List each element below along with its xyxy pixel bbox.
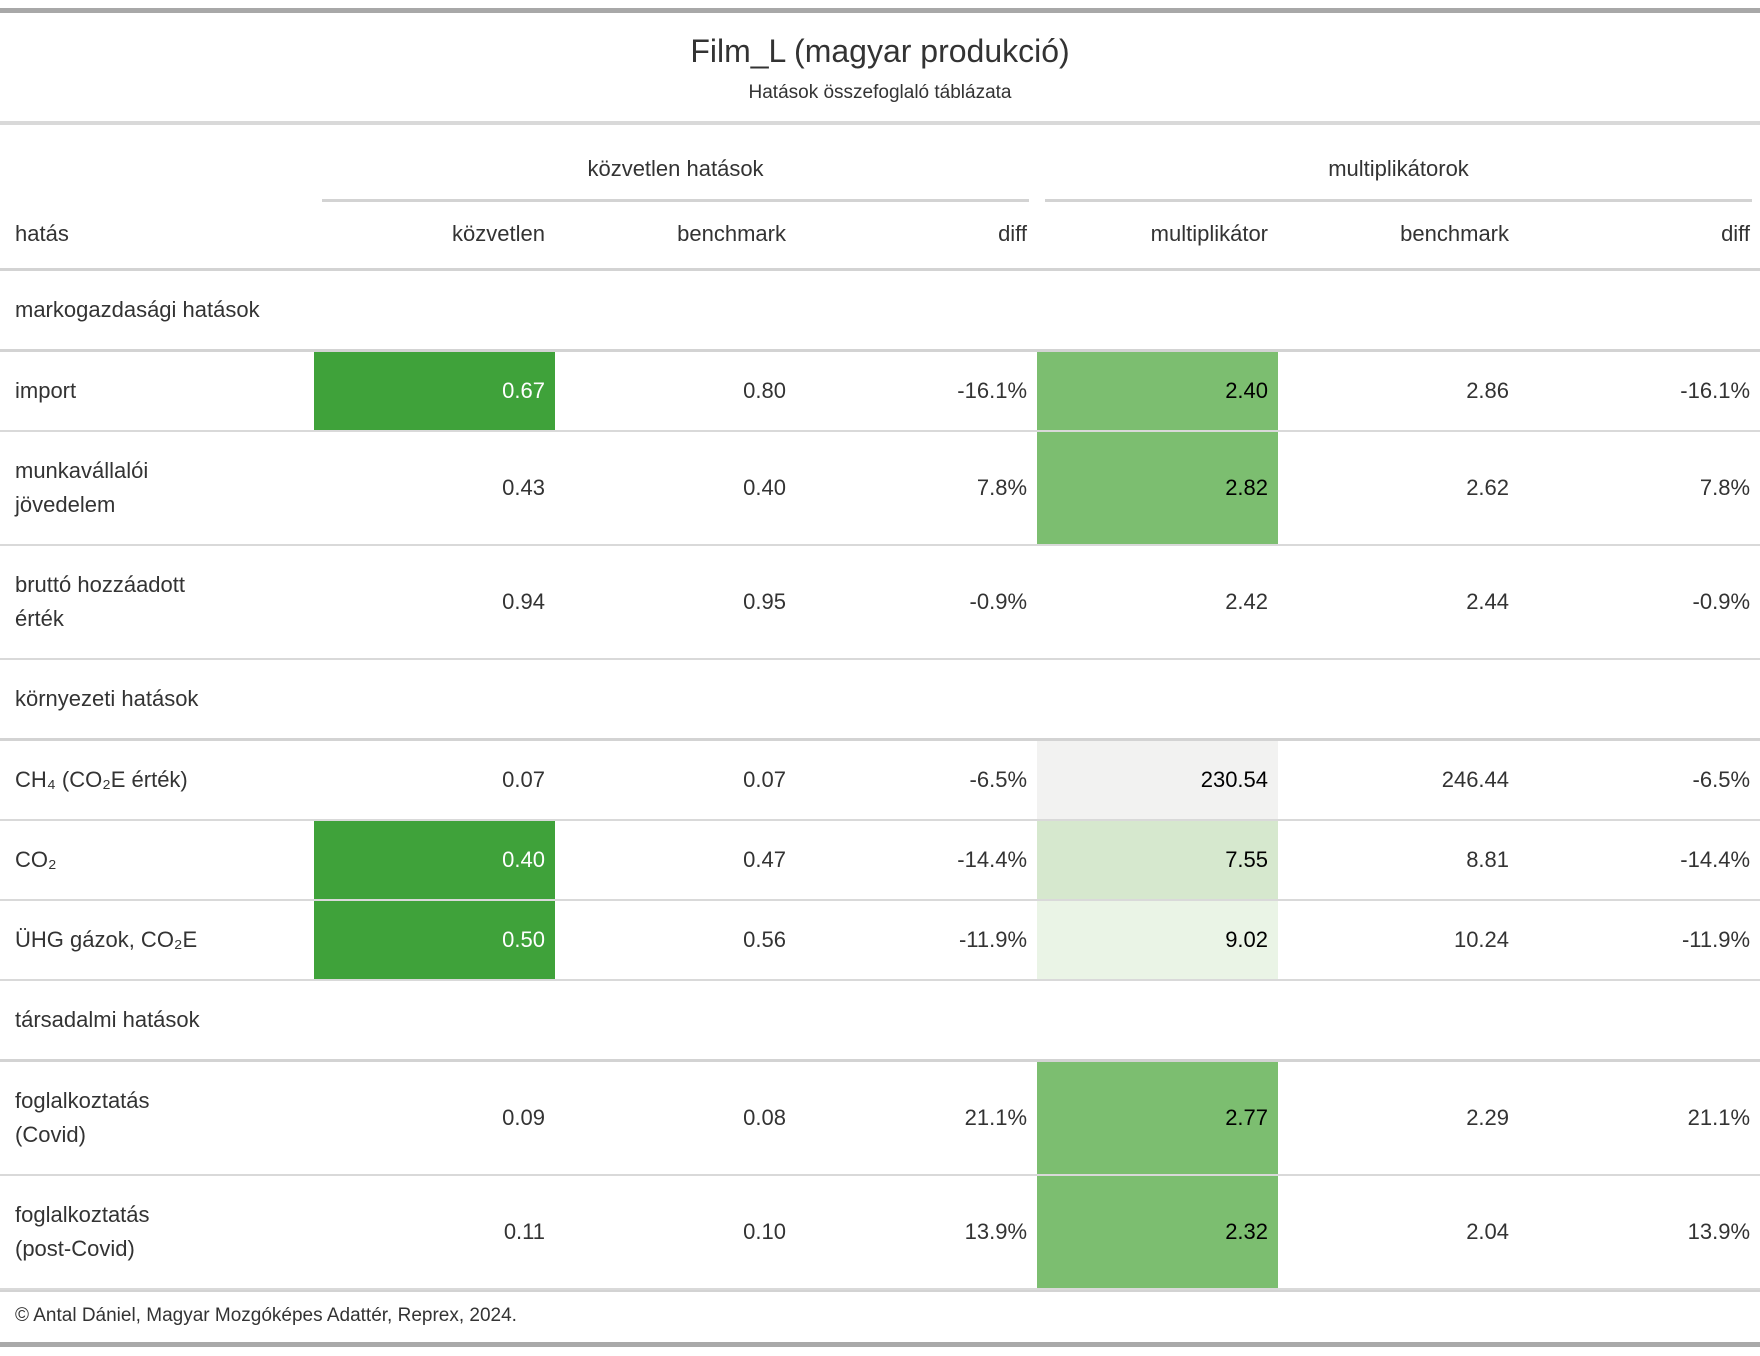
table-row: ÜHG gázok, CO₂E 0.50 0.56 -11.9% 9.02 10.24 -1… [0,900,1760,981]
value-cell-multiplikator: 2.77 [1037,1060,1279,1176]
value-cell-multiplikator: 2.82 [1037,431,1279,546]
value-cell-benchmark-multiplier: 10.24 [1278,900,1520,981]
row-group-label: társadalmi hatások [0,980,1760,1062]
table-title: Film_L (magyar produkció) [690,33,1070,69]
column-header-diff-multiplier: diff [1519,202,1760,271]
data-table: közvetlen hatások multiplikátorok hatás … [0,125,1760,1290]
value-cell-multiplikator: 9.02 [1037,900,1279,981]
row-label: ÜHG gázok, CO₂E [0,900,314,981]
column-header-benchmark-direct: benchmark [555,202,796,271]
row-label: import [0,350,314,432]
value-cell-diff-multiplier: -14.4% [1519,820,1760,901]
value-cell-diff-direct: 7.8% [796,431,1038,546]
value-cell-benchmark-multiplier: 8.81 [1278,820,1520,901]
value-cell-kozvetlen: 0.07 [314,739,555,821]
value-cell-benchmark-multiplier: 2.86 [1278,350,1520,432]
value-cell-diff-direct: -14.4% [796,820,1038,901]
spanner-direct-impacts-label: közvetlen hatások [587,156,764,181]
value-cell-multiplikator: 2.32 [1037,1175,1279,1290]
row-group-label: markogazdasági hatások [0,269,1760,352]
row-label: foglalkoztatás (post-Covid) [0,1175,314,1290]
source-note: © Antal Dániel, Magyar Mozgóképes Adatté… [0,1290,1760,1342]
value-cell-benchmark-multiplier: 2.29 [1278,1060,1520,1176]
value-cell-kozvetlen: 0.43 [314,431,555,546]
value-cell-benchmark-direct: 0.08 [555,1060,796,1176]
value-cell-benchmark-direct: 0.80 [555,350,796,432]
value-cell-diff-multiplier: 7.8% [1519,431,1760,546]
row-label: CO₂ [0,820,314,901]
value-cell-diff-multiplier: -11.9% [1519,900,1760,981]
value-cell-multiplikator: 2.42 [1037,545,1279,660]
row-label: munkavállalói jövedelem [0,431,314,546]
column-header-multiplikator: multiplikátor [1037,202,1279,271]
value-cell-kozvetlen: 0.40 [314,820,555,901]
value-cell-diff-multiplier: -6.5% [1519,739,1760,821]
value-cell-benchmark-multiplier: 2.44 [1278,545,1520,660]
value-cell-benchmark-direct: 0.10 [555,1175,796,1290]
value-cell-benchmark-direct: 0.47 [555,820,796,901]
row-label: bruttó hozzáadott érték [0,545,314,660]
spanner-direct-impacts: közvetlen hatások [314,125,1037,202]
table-subtitle: Hatások összefoglaló táblázata [0,75,1760,125]
column-header-row: hatás közvetlen benchmark diff multiplik… [0,202,1760,271]
value-cell-diff-multiplier: -0.9% [1519,545,1760,660]
value-cell-multiplikator: 7.55 [1037,820,1279,901]
impact-summary-table: Film_L (magyar produkció) Hatások összef… [0,8,1760,1347]
value-cell-diff-direct: -0.9% [796,545,1038,660]
value-cell-multiplikator: 2.40 [1037,350,1279,432]
row-group-row: környezeti hatások [0,659,1760,741]
value-cell-benchmark-multiplier: 2.04 [1278,1175,1520,1290]
table-row: import 0.67 0.80 -16.1% 2.40 2.86 -16.1% [0,350,1760,432]
column-header-benchmark-multiplier: benchmark [1278,202,1520,271]
row-label: CH₄ (CO₂E érték) [0,739,314,821]
table-row: munkavállalói jövedelem 0.43 0.40 7.8% 2.82 2… [0,431,1760,546]
value-cell-diff-direct: -11.9% [796,900,1038,981]
value-cell-kozvetlen: 0.94 [314,545,555,660]
value-cell-diff-multiplier: 13.9% [1519,1175,1760,1290]
column-header-diff-direct: diff [796,202,1038,271]
row-label: foglalkoztatás (Covid) [0,1060,314,1176]
spanner-multipliers: multiplikátorok [1037,125,1760,202]
value-cell-diff-direct: -6.5% [796,739,1038,821]
table-row: foglalkoztatás (Covid) 0.09 0.08 21.1% 2.77 2… [0,1060,1760,1176]
value-cell-benchmark-direct: 0.40 [555,431,796,546]
value-cell-benchmark-direct: 0.07 [555,739,796,821]
value-cell-diff-direct: 21.1% [796,1060,1038,1176]
value-cell-kozvetlen: 0.50 [314,900,555,981]
page: Film_L (magyar produkció) Hatások összef… [0,8,1760,1347]
value-cell-diff-multiplier: -16.1% [1519,350,1760,432]
row-group-label: környezeti hatások [0,659,1760,741]
value-cell-benchmark-multiplier: 2.62 [1278,431,1520,546]
value-cell-multiplikator: 230.54 [1037,739,1279,821]
value-cell-benchmark-multiplier: 246.44 [1278,739,1520,821]
value-cell-diff-direct: -16.1% [796,350,1038,432]
table-row: bruttó hozzáadott érték 0.94 0.95 -0.9% 2.42… [0,545,1760,660]
column-header-hatas: hatás [0,202,314,271]
row-group-row: társadalmi hatások [0,980,1760,1062]
table-row: CO₂ 0.40 0.47 -14.4% 7.55 8.81 -14.4% [0,820,1760,901]
table-row: foglalkoztatás (post-Covid) 0.11 0.10 13.9%… [0,1175,1760,1290]
spanner-empty-stub [0,125,314,202]
column-header-kozvetlen: közvetlen [314,202,555,271]
row-group-row: markogazdasági hatások [0,269,1760,352]
value-cell-benchmark-direct: 0.56 [555,900,796,981]
value-cell-diff-multiplier: 21.1% [1519,1060,1760,1176]
value-cell-diff-direct: 13.9% [796,1175,1038,1290]
spanner-row: közvetlen hatások multiplikátorok [0,125,1760,202]
table-row: CH₄ (CO₂E érték) 0.07 0.07 -6.5% 230.54 246.4… [0,739,1760,821]
value-cell-kozvetlen: 0.09 [314,1060,555,1176]
value-cell-benchmark-direct: 0.95 [555,545,796,660]
value-cell-kozvetlen: 0.67 [314,350,555,432]
spanner-multipliers-label: multiplikátorok [1328,156,1469,181]
value-cell-kozvetlen: 0.11 [314,1175,555,1290]
